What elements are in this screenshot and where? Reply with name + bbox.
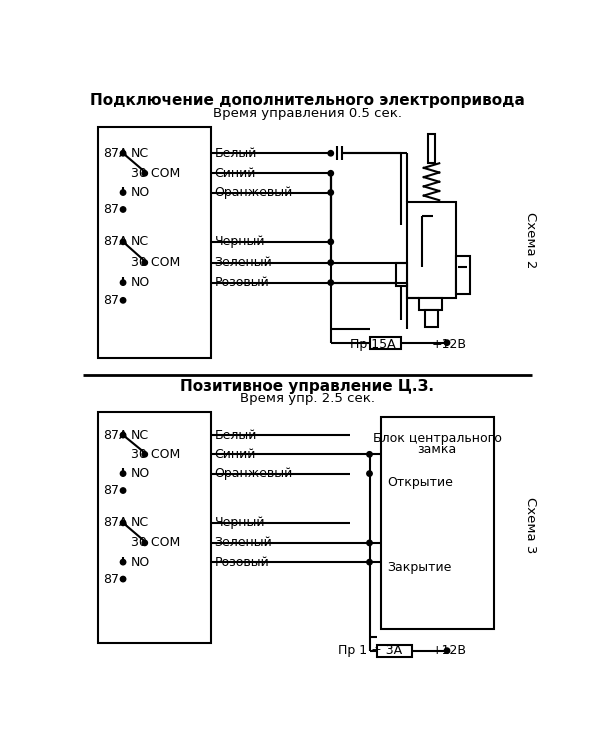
Circle shape — [328, 260, 334, 265]
Bar — [98, 412, 211, 643]
Circle shape — [328, 239, 334, 245]
Text: Синий: Синий — [215, 167, 256, 179]
Circle shape — [121, 471, 126, 476]
Bar — [407, 202, 457, 298]
Circle shape — [142, 260, 148, 265]
Text: Оранжевый: Оранжевый — [215, 467, 293, 480]
Circle shape — [367, 471, 372, 476]
Text: 87А: 87А — [103, 235, 127, 249]
Text: 87: 87 — [103, 203, 119, 216]
Circle shape — [444, 340, 450, 345]
Text: Синий: Синий — [215, 448, 256, 461]
Bar — [98, 127, 211, 358]
Circle shape — [121, 190, 126, 195]
Circle shape — [121, 433, 126, 438]
Circle shape — [121, 207, 126, 213]
Circle shape — [142, 170, 148, 176]
Circle shape — [328, 190, 334, 195]
Circle shape — [121, 297, 126, 303]
Text: Зеленый: Зеленый — [215, 256, 272, 269]
Bar — [396, 264, 407, 286]
Text: Схема 2: Схема 2 — [524, 212, 537, 268]
Bar — [457, 255, 470, 294]
Text: +12В: +12В — [431, 338, 467, 351]
Text: 87: 87 — [103, 572, 119, 586]
Circle shape — [367, 451, 372, 457]
Circle shape — [142, 540, 148, 545]
Circle shape — [121, 150, 126, 156]
Text: Оранжевый: Оранжевый — [215, 186, 293, 199]
Text: Открытие: Открытие — [388, 476, 453, 490]
Bar — [370, 336, 401, 349]
Circle shape — [367, 540, 372, 545]
Circle shape — [121, 488, 126, 493]
Text: Позитивное управление Ц.З.: Позитивное управление Ц.З. — [181, 379, 434, 394]
Text: Белый: Белый — [215, 146, 257, 160]
Text: NC: NC — [131, 235, 149, 249]
Text: NO: NO — [131, 467, 150, 480]
Circle shape — [121, 520, 126, 526]
Text: замка: замка — [418, 443, 457, 456]
Bar — [381, 418, 493, 629]
Text: Время управления 0.5 сек.: Время управления 0.5 сек. — [213, 107, 402, 119]
Text: Зеленый: Зеленый — [215, 536, 272, 550]
Circle shape — [142, 451, 148, 457]
Text: Время упр. 2.5 сек.: Время упр. 2.5 сек. — [240, 392, 375, 406]
Text: +12В: +12В — [431, 644, 467, 657]
Text: Блок центрального: Блок центрального — [373, 432, 502, 445]
Circle shape — [121, 239, 126, 245]
Circle shape — [367, 559, 372, 565]
Text: NC: NC — [131, 429, 149, 442]
Text: 30 COM: 30 COM — [131, 536, 180, 550]
Text: Белый: Белый — [215, 429, 257, 442]
Circle shape — [121, 576, 126, 582]
Text: 30 COM: 30 COM — [131, 448, 180, 461]
Circle shape — [328, 280, 334, 285]
Circle shape — [328, 150, 334, 156]
Text: 30 COM: 30 COM — [131, 256, 180, 269]
Text: NO: NO — [131, 276, 150, 289]
Text: 87А: 87А — [103, 146, 127, 160]
Text: 87: 87 — [103, 484, 119, 497]
Bar — [425, 309, 438, 327]
Text: Пр 15А: Пр 15А — [350, 338, 396, 351]
Text: 87А: 87А — [103, 517, 127, 529]
Text: NO: NO — [131, 186, 150, 199]
Text: Подключение дополнительного электропривода: Подключение дополнительного электроприво… — [90, 93, 525, 108]
Text: 87А: 87А — [103, 429, 127, 442]
Text: Пр 1 ÷ 3А: Пр 1 ÷ 3А — [338, 644, 403, 657]
Text: 30 COM: 30 COM — [131, 167, 180, 179]
Text: Черный: Черный — [215, 235, 265, 249]
Circle shape — [444, 648, 450, 653]
Circle shape — [121, 559, 126, 565]
Text: NC: NC — [131, 146, 149, 160]
Bar — [377, 644, 412, 657]
Circle shape — [328, 170, 334, 176]
Text: NO: NO — [131, 556, 150, 569]
Text: Схема 3: Схема 3 — [524, 497, 537, 553]
Bar — [419, 298, 442, 309]
Text: Закрытие: Закрытие — [388, 561, 452, 574]
Text: Розовый: Розовый — [215, 276, 269, 289]
Text: Черный: Черный — [215, 517, 265, 529]
Text: Розовый: Розовый — [215, 556, 269, 569]
Text: 87: 87 — [103, 294, 119, 307]
Bar — [428, 134, 434, 163]
Text: NC: NC — [131, 517, 149, 529]
Circle shape — [121, 280, 126, 285]
